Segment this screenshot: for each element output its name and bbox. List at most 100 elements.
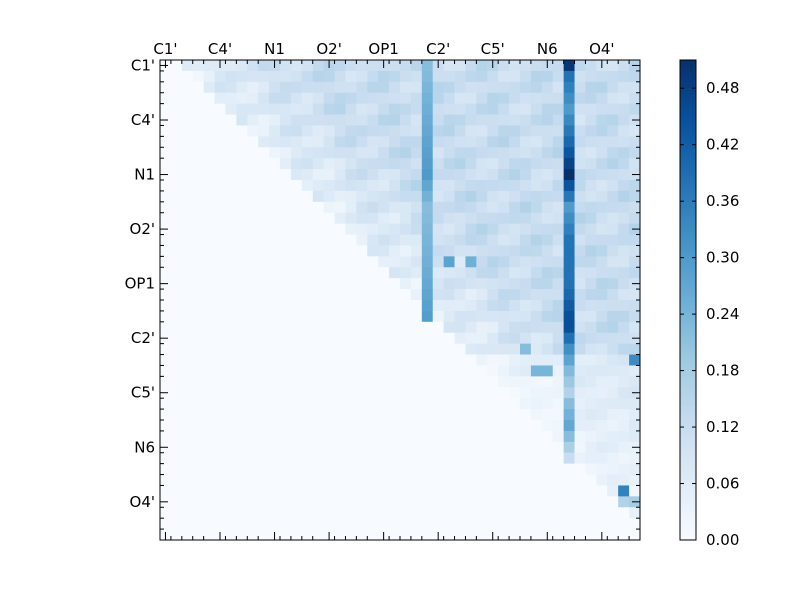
heatmap-cell [225, 92, 237, 105]
heatmap-cell [596, 310, 608, 323]
heatmap-cell [443, 114, 455, 126]
heatmap-cell [181, 234, 194, 246]
heatmap-cell [432, 354, 445, 366]
heatmap-cell [280, 81, 292, 94]
heatmap-cell [181, 474, 194, 486]
heatmap-cell [563, 114, 575, 126]
heatmap-cell [389, 310, 401, 323]
heatmap-cell [356, 321, 368, 334]
heatmap-cell [498, 256, 510, 268]
heatmap-cell [552, 180, 565, 192]
heatmap-cell [432, 474, 445, 486]
heatmap-cell [301, 92, 314, 105]
heatmap-cell [563, 278, 575, 290]
heatmap-cell [552, 267, 565, 279]
heatmap-cell [400, 158, 412, 170]
heatmap-cell [345, 125, 357, 137]
heatmap-cell [214, 234, 226, 246]
heatmap-cell [214, 81, 226, 94]
heatmap-cell [476, 289, 488, 301]
heatmap-cell [225, 507, 237, 519]
heatmap-cell [585, 420, 597, 432]
heatmap-cell [301, 387, 314, 399]
heatmap-cell [192, 420, 205, 432]
heatmap-cell [476, 463, 488, 475]
heatmap-cell [345, 81, 357, 94]
heatmap-cell [170, 496, 183, 508]
heatmap-cell [312, 92, 325, 105]
heatmap-cell [301, 256, 314, 268]
heatmap-cell [596, 201, 608, 214]
heatmap-cell [356, 212, 368, 225]
heatmap-cell [236, 267, 248, 279]
heatmap-cell [214, 365, 226, 377]
heatmap-cell [301, 474, 314, 486]
heatmap-cell [574, 496, 586, 508]
heatmap-cell [520, 223, 532, 235]
heatmap-cell [509, 147, 521, 159]
heatmap-cell [541, 365, 554, 377]
heatmap-cell [596, 354, 608, 366]
heatmap-cell [378, 409, 390, 421]
heatmap-cell [170, 430, 183, 443]
heatmap-cell [356, 190, 368, 203]
heatmap-cell [225, 81, 237, 94]
heatmap-cell [301, 81, 314, 94]
heatmap-cell [236, 201, 248, 214]
heatmap-cell [312, 81, 325, 94]
heatmap-cell [530, 125, 543, 137]
heatmap-cell [520, 420, 532, 432]
heatmap-cell [498, 463, 510, 475]
heatmap-cell [367, 496, 379, 508]
heatmap-cell [607, 278, 619, 290]
heatmap-cell [421, 529, 434, 541]
heatmap-cell [596, 474, 608, 486]
heatmap-cell [552, 136, 565, 148]
heatmap-cell [421, 452, 434, 465]
heatmap-cell [181, 190, 194, 203]
heatmap-cell [192, 409, 205, 421]
heatmap-cell [618, 169, 630, 181]
heatmap-cell [530, 70, 543, 83]
heatmap-cell [301, 332, 314, 345]
heatmap-cell [563, 430, 575, 443]
heatmap-cell [454, 387, 466, 399]
heatmap-cell [607, 332, 619, 345]
heatmap-cell [487, 507, 499, 519]
heatmap-cell [269, 441, 281, 454]
heatmap-cell [247, 92, 259, 105]
heatmap-cell [367, 212, 379, 225]
heatmap-cell [160, 190, 172, 203]
heatmap-cell [269, 321, 281, 334]
heatmap-cell [301, 125, 314, 137]
heatmap-cell [432, 496, 445, 508]
heatmap-cell [541, 485, 554, 497]
heatmap-cell [476, 201, 488, 214]
heatmap-cell [629, 81, 641, 94]
heatmap-cell [400, 92, 412, 105]
heatmap-cell [574, 114, 586, 126]
heatmap-cell [170, 256, 183, 268]
heatmap-cell [509, 256, 521, 268]
heatmap-cell [563, 267, 575, 279]
heatmap-cell [170, 212, 183, 225]
heatmap-cell [487, 485, 499, 497]
heatmap-cell [269, 387, 281, 399]
heatmap-cell [236, 474, 248, 486]
heatmap-cell [563, 420, 575, 432]
heatmap-cell [432, 125, 445, 137]
heatmap-cell [443, 256, 455, 268]
heatmap-cell [410, 430, 423, 443]
heatmap-cell [432, 398, 445, 410]
heatmap-cell [334, 60, 346, 72]
heatmap-cell [203, 114, 215, 126]
heatmap-cell [181, 463, 194, 475]
heatmap-cell [454, 300, 466, 312]
heatmap-cell [378, 289, 390, 301]
heatmap-cell [389, 267, 401, 279]
heatmap-cell [421, 343, 434, 355]
heatmap-cell [574, 201, 586, 214]
heatmap-cell [487, 474, 499, 486]
heatmap-cell [432, 147, 445, 159]
heatmap-cell [312, 103, 325, 115]
